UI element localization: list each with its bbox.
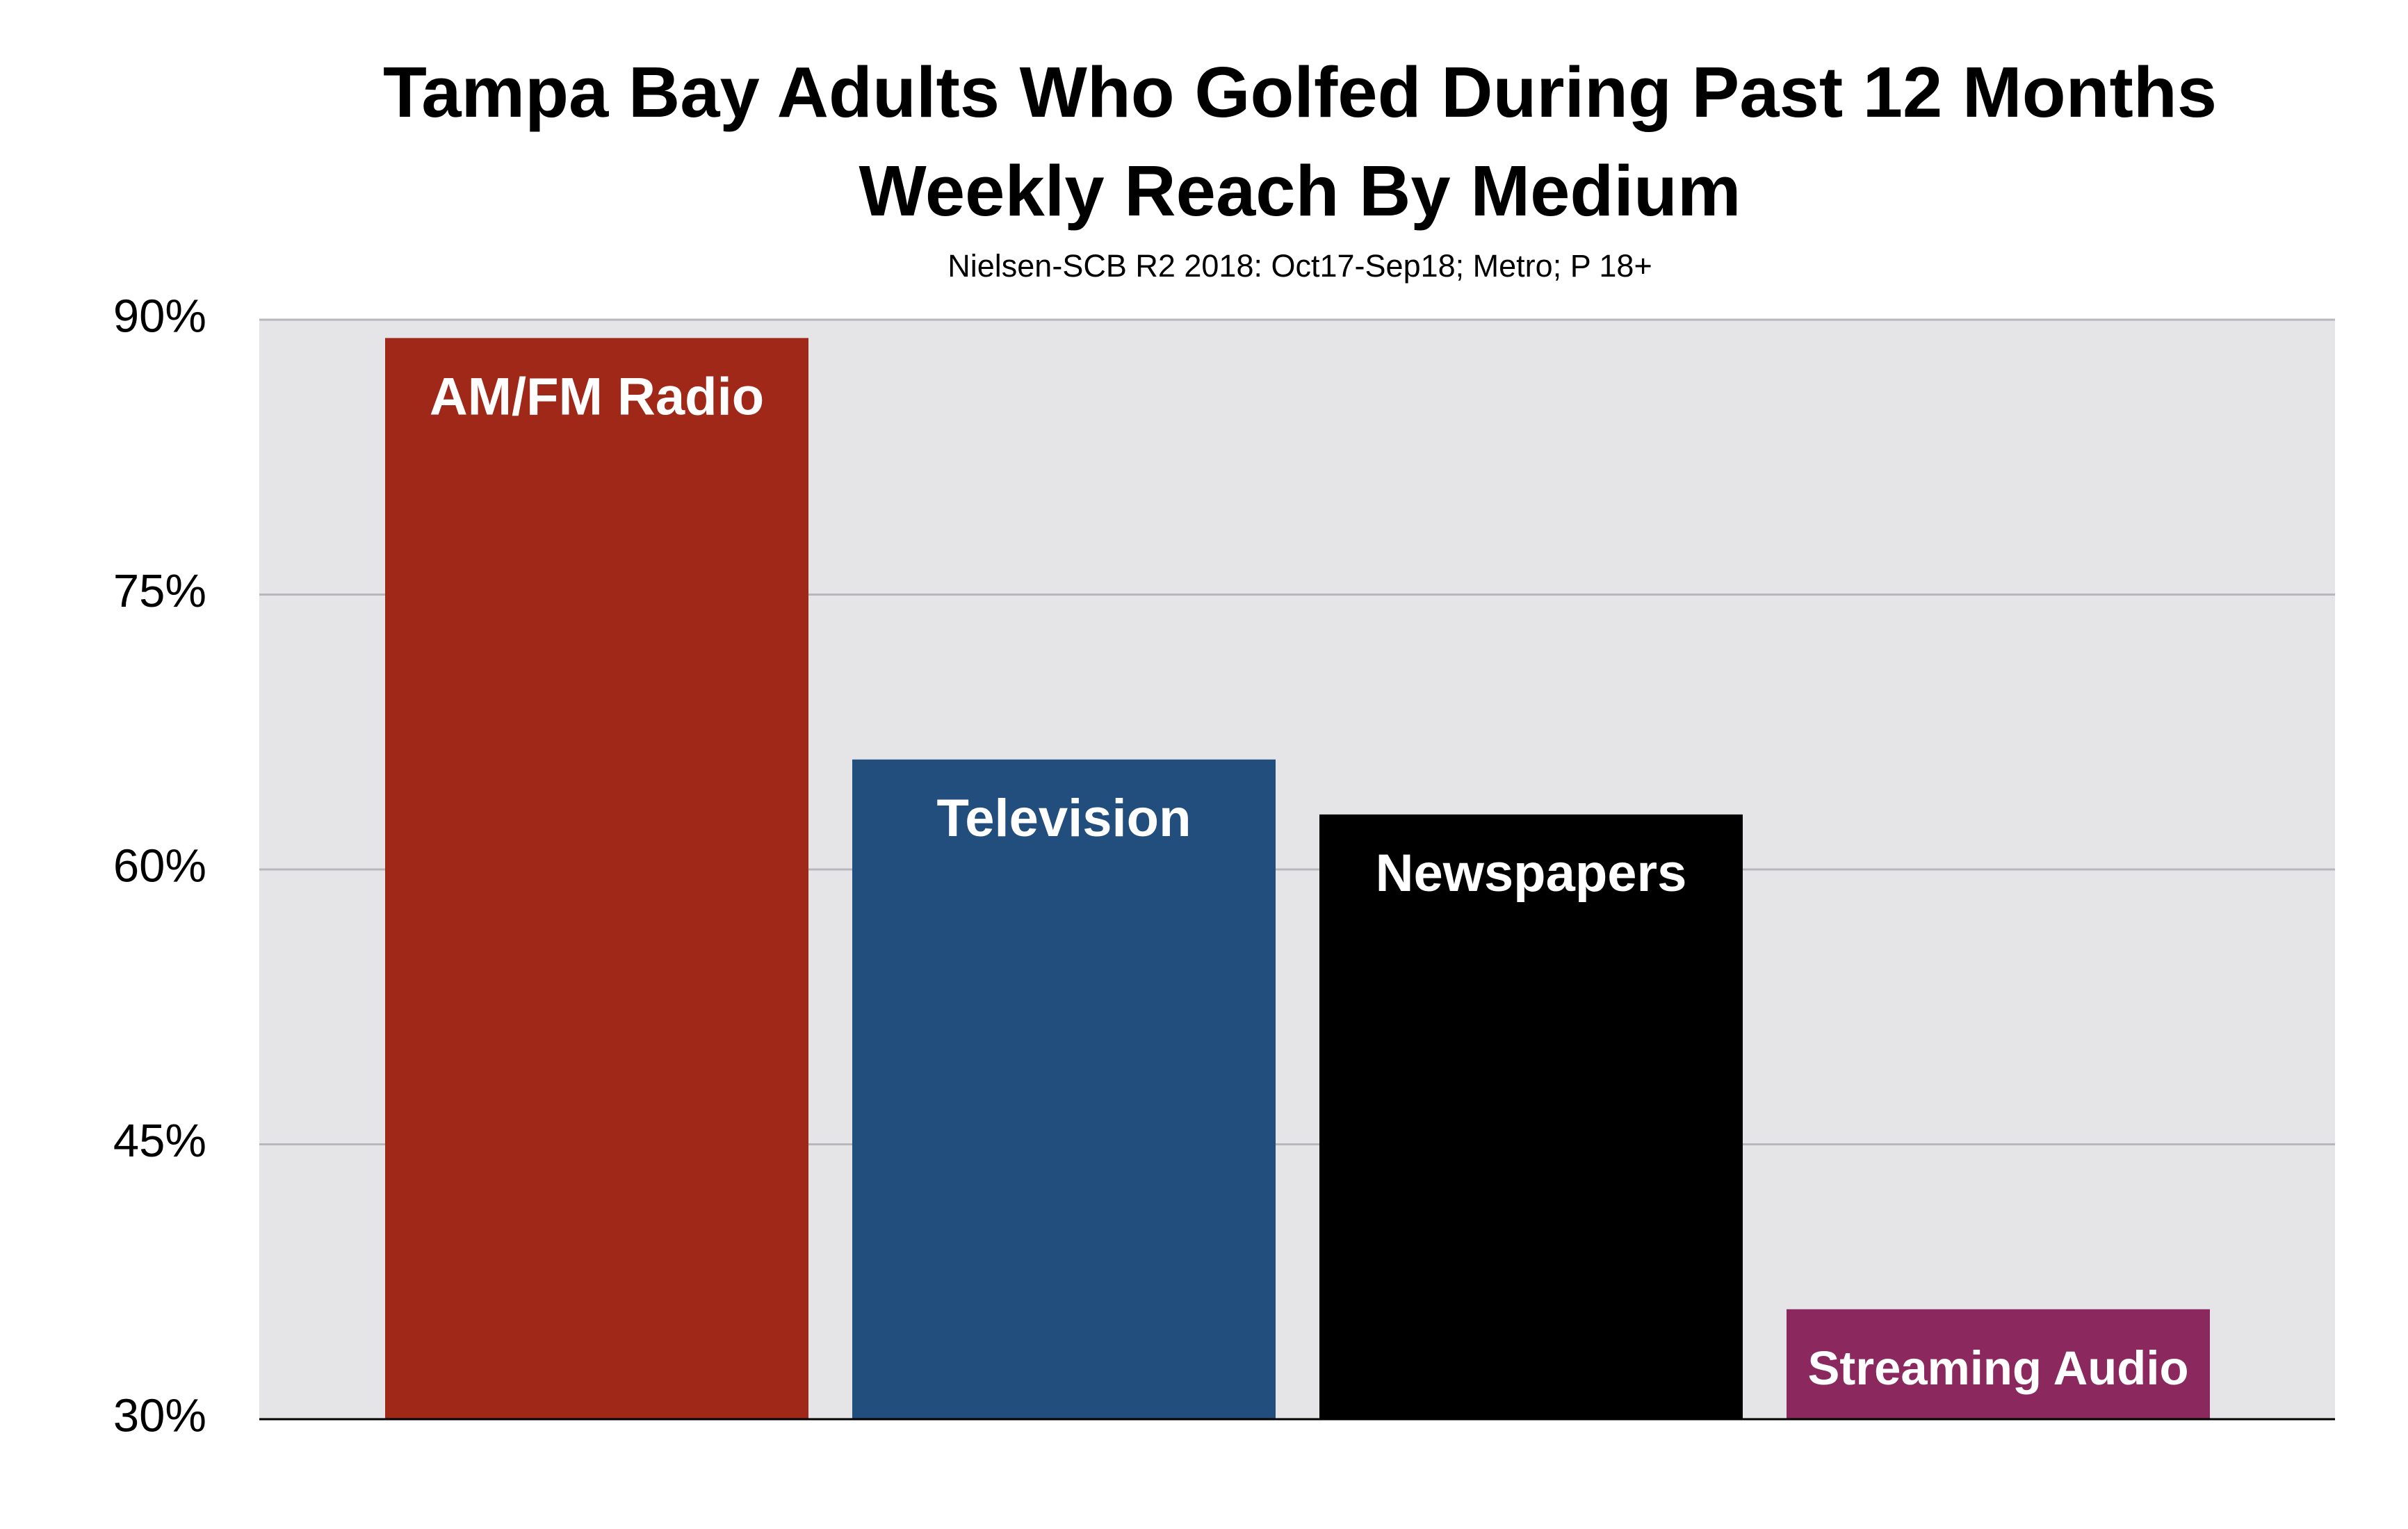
y-tick-label: 30% — [113, 1390, 206, 1442]
y-tick-label: 90% — [113, 291, 206, 343]
bar-label: AM/FM Radio — [430, 367, 764, 426]
bar — [1787, 1309, 2210, 1419]
bar — [1319, 814, 1743, 1419]
bar — [385, 338, 808, 1419]
bar-label: Television — [936, 789, 1191, 848]
y-tick-label: 75% — [113, 565, 206, 617]
chart-source: Nielsen-SCB R2 2018: Oct17-Sep18; Metro;… — [947, 248, 1652, 284]
bar-label: Streaming Audio — [1808, 1341, 2189, 1395]
chart-title: Tampa Bay Adults Who Golfed During Past … — [383, 52, 2217, 132]
bar — [852, 759, 1276, 1419]
y-tick-label: 45% — [113, 1115, 206, 1167]
bar-label: Newspapers — [1376, 844, 1687, 903]
chart-subtitle: Weekly Reach By Medium — [859, 151, 1741, 231]
y-tick-label: 60% — [113, 840, 206, 892]
